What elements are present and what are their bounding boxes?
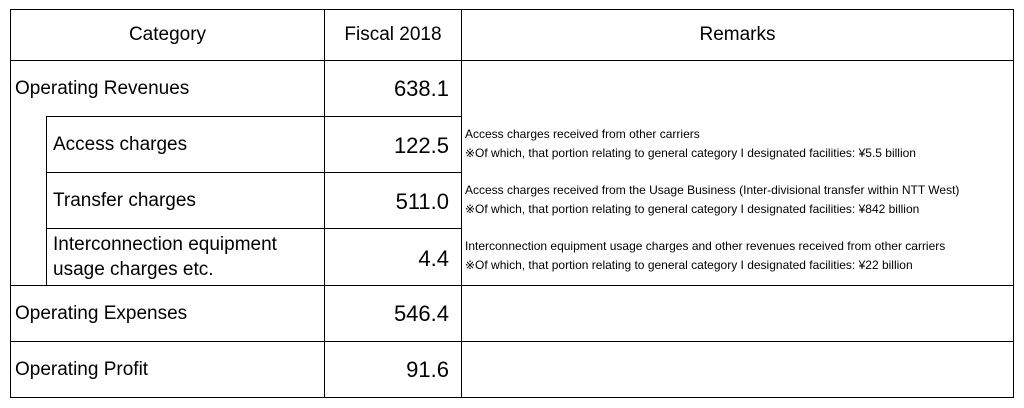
operating-profit-label: Operating Profit xyxy=(15,359,149,380)
interconnection-label-line2: usage charges etc. xyxy=(53,259,214,280)
access-charges-label: Access charges xyxy=(53,134,188,155)
access-charges-remark-line2: ※Of which, that portion relating to gene… xyxy=(465,146,916,160)
operating-revenues-value: 638.1 xyxy=(393,76,449,101)
operating-expenses-value-cell: 546.4 xyxy=(324,285,462,342)
interconnection-remark: Interconnection equipment usage charges … xyxy=(465,237,945,275)
access-charges-remark: Access charges received from other carri… xyxy=(465,125,916,163)
transfer-charges-remark: Access charges received from the Usage B… xyxy=(465,181,959,219)
interconnection-value-cell: 4.4 xyxy=(324,228,462,286)
transfer-charges-label: Transfer charges xyxy=(53,190,196,211)
transfer-charges-value: 511.0 xyxy=(395,189,449,214)
operating-expenses-value: 546.4 xyxy=(393,301,449,326)
operating-expenses-label: Operating Expenses xyxy=(15,303,188,324)
header-remarks: Remarks xyxy=(461,9,1014,61)
operating-profit-value: 91.6 xyxy=(406,357,449,382)
header-fiscal: Fiscal 2018 xyxy=(324,9,462,61)
interconnection-value: 4.4 xyxy=(418,246,449,271)
interconnection-category-cell xyxy=(46,228,325,286)
operating-revenues-label: Operating Revenues xyxy=(15,78,190,99)
operating-profit-remarks-cell xyxy=(461,341,1014,398)
operating-expenses-category-cell: Operating Expenses xyxy=(10,285,325,342)
header-fiscal-label: Fiscal 2018 xyxy=(344,24,442,45)
interconnection-remark-line1: Interconnection equipment usage charges … xyxy=(465,239,946,253)
operating-expenses-remarks-cell xyxy=(461,285,1014,342)
transfer-charges-remark-line1: Access charges received from the Usage B… xyxy=(465,183,960,197)
access-charges-category-cell xyxy=(46,116,325,173)
revenues-remarks-cell xyxy=(461,60,1014,286)
interconnection-label-line1: Interconnection equipment xyxy=(53,234,277,255)
header-category-label: Category xyxy=(128,24,207,45)
header-category: Category xyxy=(10,9,325,61)
access-charges-value: 122.5 xyxy=(393,133,449,158)
operating-profit-value-cell: 91.6 xyxy=(324,341,462,398)
operating-profit-category-cell: Operating Profit xyxy=(10,341,325,398)
transfer-charges-remark-line2: ※Of which, that portion relating to gene… xyxy=(465,202,920,216)
transfer-charges-value-cell: 511.0 xyxy=(324,172,462,229)
operating-revenues-value-cell: 638.1 xyxy=(324,60,462,117)
header-remarks-label: Remarks xyxy=(699,24,776,45)
access-charges-remark-line1: Access charges received from other carri… xyxy=(465,127,700,141)
access-charges-value-cell: 122.5 xyxy=(324,116,462,173)
interconnection-remark-line2: ※Of which, that portion relating to gene… xyxy=(465,258,913,272)
